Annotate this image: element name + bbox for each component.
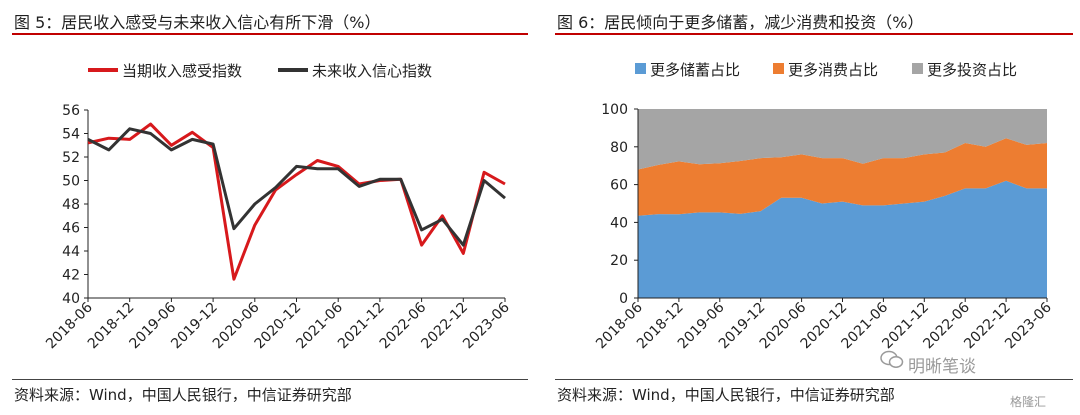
left-title-rule bbox=[12, 33, 528, 35]
right-chart-title: 图 6：居民倾向于更多储蓄，减少消费和投资（%） bbox=[557, 13, 924, 32]
right-area-chart: 更多储蓄占比 更多消费占比 更多投资占比0204060801002018-06201… bbox=[593, 61, 1055, 352]
wechat-icon bbox=[880, 350, 904, 368]
series-area-3 bbox=[638, 109, 1047, 170]
y-tick-label: 44 bbox=[62, 244, 80, 260]
legend-label-2: 未来收入信心指数 bbox=[312, 62, 432, 80]
legend-label-1: 当期收入感受指数 bbox=[122, 62, 242, 80]
y-tick-label: 60 bbox=[610, 178, 628, 194]
series-line-2 bbox=[87, 127, 506, 247]
left-chart-title: 图 5：居民收入感受与未来收入信心有所下滑（%） bbox=[14, 13, 381, 32]
y-tick-label: 100 bbox=[601, 102, 628, 118]
left-source-note: 资料来源：Wind，中国人民银行，中信证券研究部 bbox=[14, 386, 352, 404]
y-tick-label: 40 bbox=[610, 215, 628, 231]
left-source-rule bbox=[12, 379, 528, 380]
y-tick-label: 80 bbox=[610, 140, 628, 156]
right-panel: 图 6：居民倾向于更多储蓄，减少消费和投资（%） 更多储蓄占比 更多消费占比 更多投… bbox=[545, 0, 1080, 415]
legend-label-2: 更多消费占比 bbox=[788, 61, 878, 79]
y-tick-label: 56 bbox=[62, 103, 80, 119]
y-tick-label: 46 bbox=[62, 221, 80, 237]
y-tick-label: 42 bbox=[62, 268, 80, 284]
right-source-note: 资料来源：Wind，中国人民银行，中信证券研究部 bbox=[557, 386, 895, 404]
legend-swatch-3 bbox=[912, 63, 923, 74]
series-line-1 bbox=[87, 122, 506, 281]
legend-label-3: 更多投资占比 bbox=[927, 61, 1017, 79]
corner-watermark: 格隆汇 bbox=[1010, 395, 1047, 409]
series-area-2 bbox=[638, 138, 1047, 216]
y-tick-label: 50 bbox=[62, 174, 80, 190]
y-tick-label: 0 bbox=[619, 291, 628, 307]
x-tick-label: 2023-06 bbox=[460, 299, 513, 352]
legend-swatch-1 bbox=[635, 63, 646, 74]
y-tick-label: 54 bbox=[62, 127, 80, 143]
y-tick-label: 48 bbox=[62, 197, 80, 213]
right-title-rule bbox=[555, 33, 1073, 35]
y-tick-label: 52 bbox=[62, 150, 80, 166]
legend-swatch-2 bbox=[773, 63, 784, 74]
left-line-chart: 当期收入感受指数 未来收入信心指数4042444648505254562018-0… bbox=[43, 62, 513, 352]
series-area-1 bbox=[638, 180, 1047, 298]
legend-label-1: 更多储蓄占比 bbox=[650, 61, 740, 79]
left-panel: 图 5：居民收入感受与未来收入信心有所下滑（%） 当期收入感受指数 未来收入信心指… bbox=[0, 0, 530, 415]
right-source-rule bbox=[555, 379, 1073, 380]
y-tick-label: 40 bbox=[62, 291, 80, 307]
y-tick-label: 20 bbox=[610, 253, 628, 269]
watermark-text: 明晰笔谈 bbox=[908, 357, 976, 377]
